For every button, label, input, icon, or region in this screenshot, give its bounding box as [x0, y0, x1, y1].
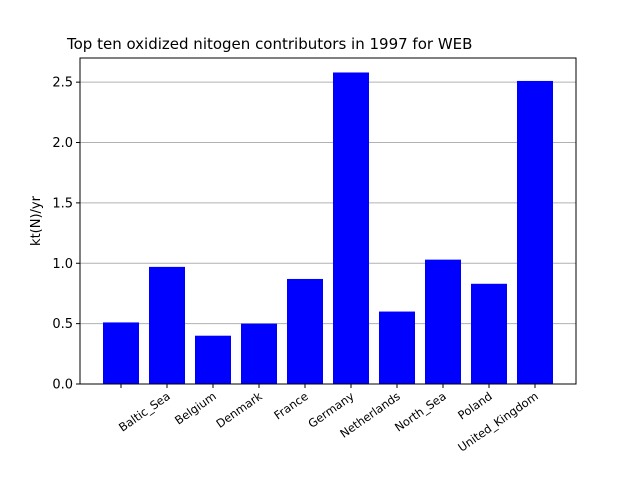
chart-title: Top ten oxidized nitogen contributors in… — [66, 35, 472, 53]
y-tick-label: 2.5 — [52, 76, 73, 91]
x-tick-label: Baltic_Sea — [116, 389, 173, 435]
bar — [379, 311, 415, 384]
bar — [149, 266, 185, 384]
bar — [425, 259, 461, 384]
x-tick-label: United_Kingdom — [455, 389, 540, 455]
bar — [103, 322, 139, 384]
x-tick-label: Belgium — [172, 389, 219, 428]
y-tick-label: 1.5 — [52, 196, 73, 211]
x-tick-label: Poland — [455, 389, 494, 422]
bar — [471, 283, 507, 384]
x-tick-label: Denmark — [213, 389, 265, 431]
bars — [103, 72, 553, 385]
y-tick-label: 0.5 — [52, 317, 73, 332]
bar — [333, 72, 369, 384]
y-axis-label: kt(N)/yr — [29, 195, 44, 246]
bar — [287, 278, 323, 384]
x-tick-label: North_Sea — [392, 389, 449, 435]
x-tick-label: France — [271, 389, 310, 422]
y-axis-ticks: 0.0 0.5 1.0 1.5 2.0 2.5 — [52, 76, 80, 393]
y-tick-label: 2.0 — [52, 136, 73, 151]
plot-frame — [79, 57, 577, 385]
bar — [241, 323, 277, 384]
y-tick-label: 1.0 — [52, 257, 73, 272]
y-tick-label: 0.0 — [52, 378, 73, 393]
bar — [517, 80, 553, 385]
bar — [195, 335, 231, 384]
